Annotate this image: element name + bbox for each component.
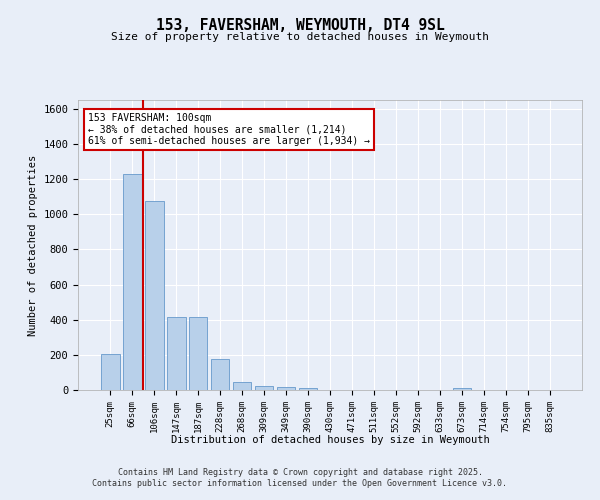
Bar [167, 317, 185, 390]
X-axis label: Distribution of detached houses by size in Weymouth: Distribution of detached houses by size … [170, 434, 490, 445]
Text: Contains HM Land Registry data © Crown copyright and database right 2025.
Contai: Contains HM Land Registry data © Crown c… [92, 468, 508, 487]
Text: 153 FAVERSHAM: 100sqm
← 38% of detached houses are smaller (1,214)
61% of semi-d: 153 FAVERSHAM: 100sqm ← 38% of detached … [88, 113, 370, 146]
Text: Size of property relative to detached houses in Weymouth: Size of property relative to detached ho… [111, 32, 489, 42]
Bar [233, 382, 251, 390]
Bar [123, 174, 142, 390]
Bar [255, 386, 274, 390]
Bar [189, 317, 208, 390]
Bar [145, 201, 164, 390]
Bar [101, 354, 119, 390]
Bar [452, 388, 471, 390]
Bar [299, 388, 317, 390]
Bar [211, 359, 229, 390]
Bar [277, 388, 295, 390]
Text: 153, FAVERSHAM, WEYMOUTH, DT4 9SL: 153, FAVERSHAM, WEYMOUTH, DT4 9SL [155, 18, 445, 32]
Y-axis label: Number of detached properties: Number of detached properties [28, 154, 38, 336]
